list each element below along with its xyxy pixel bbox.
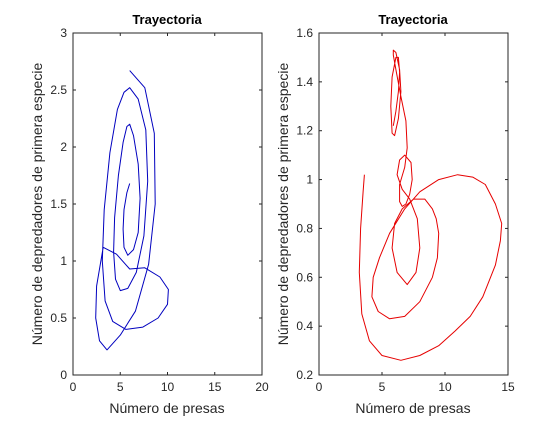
right-y-tick-label: 0.6 [296, 270, 313, 284]
right-y-tick-label: 1.4 [296, 75, 313, 89]
left-y-tick-label: 2 [60, 140, 67, 154]
right-chart-title: Trayectoria [378, 12, 448, 27]
left-axes: 0 5 10 15 20 0 0.5 1 1.5 2 2.5 3 Trayectoria Número… [29, 12, 269, 416]
left-plot-area [73, 33, 262, 375]
left-y-tick-label: 1.5 [50, 197, 67, 211]
left-y-tick-label: 3 [60, 26, 67, 40]
left-y-tick-label: 0.5 [50, 311, 67, 325]
right-ticks: 0 5 10 15 0.2 0.4 0.6 0.8 1 1.2 1.4 1.6 [296, 26, 515, 394]
right-y-tick-label: 1 [306, 173, 313, 187]
left-y-tick-label: 1 [60, 254, 67, 268]
left-y-tick-label: 0 [60, 368, 67, 382]
right-y-tick-label: 1.2 [296, 124, 313, 138]
right-y-axis-label: Número de depredadores de primera especi… [275, 63, 291, 346]
left-x-tick-label: 15 [208, 380, 222, 394]
right-plot-area [319, 33, 508, 375]
left-trajectory-line-0 [95, 70, 169, 351]
left-chart-title: Trayectoria [132, 12, 202, 27]
right-x-tick-label: 0 [316, 380, 323, 394]
left-x-axis-label: Número de presas [109, 400, 224, 416]
left-x-tick-label: 10 [161, 380, 175, 394]
right-x-tick-label: 15 [501, 380, 515, 394]
right-axes-box [318, 32, 509, 376]
left-trajectory-series [95, 70, 169, 351]
right-trajectory-line-0 [358, 49, 503, 361]
right-x-tick-label: 5 [379, 380, 386, 394]
left-x-tick-label: 5 [117, 380, 124, 394]
left-ticks: 0 5 10 15 20 0 0.5 1 1.5 2 2.5 3 [50, 26, 269, 394]
left-y-axis-label: Número de depredadores de primera especi… [29, 63, 45, 346]
right-trajectory-series [358, 49, 503, 361]
right-y-tick-label: 0.2 [296, 368, 313, 382]
left-x-tick-label: 0 [70, 380, 77, 394]
right-y-tick-label: 0.8 [296, 221, 313, 235]
right-axes: 0 5 10 15 0.2 0.4 0.6 0.8 1 1.2 1.4 1.6 Trayectoria… [275, 12, 515, 416]
right-x-tick-label: 10 [438, 380, 452, 394]
left-x-tick-label: 20 [255, 380, 269, 394]
right-x-axis-label: Número de presas [355, 400, 470, 416]
left-y-tick-label: 2.5 [50, 83, 67, 97]
right-y-tick-label: 0.4 [296, 319, 313, 333]
right-y-tick-label: 1.6 [296, 26, 313, 40]
